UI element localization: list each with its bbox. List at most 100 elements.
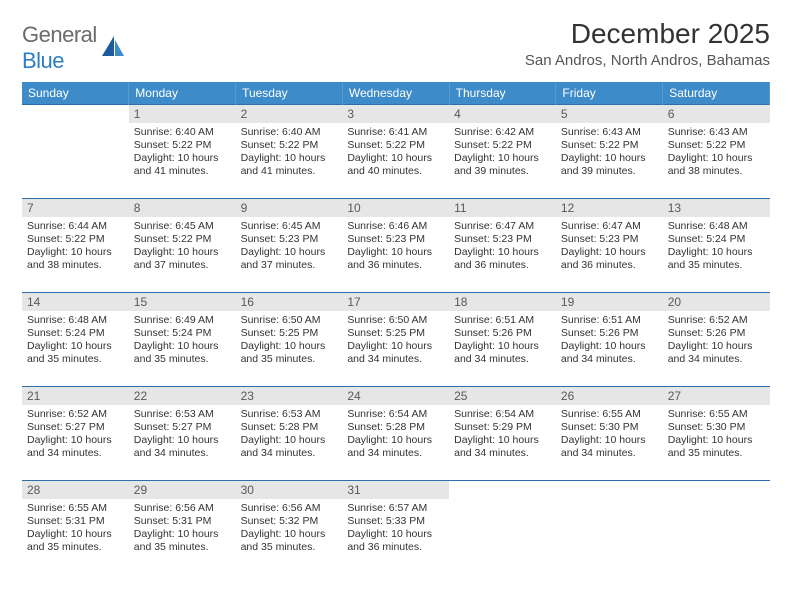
day-content: Sunrise: 6:49 AMSunset: 5:24 PMDaylight:… bbox=[129, 311, 236, 371]
day-number: 13 bbox=[663, 199, 770, 217]
logo-sail-icon bbox=[100, 34, 126, 63]
calendar-cell: 1Sunrise: 6:40 AMSunset: 5:22 PMDaylight… bbox=[129, 105, 236, 199]
day-number: 29 bbox=[129, 481, 236, 499]
calendar-cell: 12Sunrise: 6:47 AMSunset: 5:23 PMDayligh… bbox=[556, 199, 663, 293]
day-number: 25 bbox=[449, 387, 556, 405]
day-content: Sunrise: 6:50 AMSunset: 5:25 PMDaylight:… bbox=[342, 311, 449, 371]
day-content: Sunrise: 6:55 AMSunset: 5:31 PMDaylight:… bbox=[22, 499, 129, 559]
calendar-cell: 29Sunrise: 6:56 AMSunset: 5:31 PMDayligh… bbox=[129, 481, 236, 575]
day-number: 15 bbox=[129, 293, 236, 311]
day-content: Sunrise: 6:52 AMSunset: 5:26 PMDaylight:… bbox=[663, 311, 770, 371]
daylight-line: Daylight: 10 hours and 35 minutes. bbox=[134, 528, 231, 554]
location: San Andros, North Andros, Bahamas bbox=[525, 52, 770, 69]
sunrise-line: Sunrise: 6:47 AM bbox=[561, 220, 658, 233]
day-number: 5 bbox=[556, 105, 663, 123]
daylight-line: Daylight: 10 hours and 34 minutes. bbox=[454, 434, 551, 460]
daylight-line: Daylight: 10 hours and 34 minutes. bbox=[561, 434, 658, 460]
sunrise-line: Sunrise: 6:52 AM bbox=[668, 314, 765, 327]
calendar-cell: 28Sunrise: 6:55 AMSunset: 5:31 PMDayligh… bbox=[22, 481, 129, 575]
day-content: Sunrise: 6:43 AMSunset: 5:22 PMDaylight:… bbox=[556, 123, 663, 183]
day-number: 10 bbox=[342, 199, 449, 217]
day-content: Sunrise: 6:52 AMSunset: 5:27 PMDaylight:… bbox=[22, 405, 129, 465]
day-number: 30 bbox=[236, 481, 343, 499]
sunset-line: Sunset: 5:26 PM bbox=[561, 327, 658, 340]
sunset-line: Sunset: 5:26 PM bbox=[668, 327, 765, 340]
calendar-cell: 11Sunrise: 6:47 AMSunset: 5:23 PMDayligh… bbox=[449, 199, 556, 293]
calendar-cell: 24Sunrise: 6:54 AMSunset: 5:28 PMDayligh… bbox=[342, 387, 449, 481]
column-header: Sunday bbox=[22, 82, 129, 105]
sunset-line: Sunset: 5:24 PM bbox=[27, 327, 124, 340]
calendar-cell: 20Sunrise: 6:52 AMSunset: 5:26 PMDayligh… bbox=[663, 293, 770, 387]
day-number: 31 bbox=[342, 481, 449, 499]
calendar-cell: . bbox=[556, 481, 663, 575]
day-content: Sunrise: 6:45 AMSunset: 5:22 PMDaylight:… bbox=[129, 217, 236, 277]
daylight-line: Daylight: 10 hours and 38 minutes. bbox=[27, 246, 124, 272]
sunrise-line: Sunrise: 6:54 AM bbox=[347, 408, 444, 421]
day-number: 21 bbox=[22, 387, 129, 405]
day-content: Sunrise: 6:51 AMSunset: 5:26 PMDaylight:… bbox=[449, 311, 556, 371]
logo-text: General Blue bbox=[22, 22, 97, 74]
column-header: Monday bbox=[129, 82, 236, 105]
calendar-table: SundayMondayTuesdayWednesdayThursdayFrid… bbox=[22, 82, 770, 575]
calendar-cell: 22Sunrise: 6:53 AMSunset: 5:27 PMDayligh… bbox=[129, 387, 236, 481]
daylight-line: Daylight: 10 hours and 35 minutes. bbox=[668, 246, 765, 272]
calendar-cell: 19Sunrise: 6:51 AMSunset: 5:26 PMDayligh… bbox=[556, 293, 663, 387]
day-number: 1 bbox=[129, 105, 236, 123]
column-header: Saturday bbox=[663, 82, 770, 105]
daylight-line: Daylight: 10 hours and 37 minutes. bbox=[241, 246, 338, 272]
sunrise-line: Sunrise: 6:51 AM bbox=[561, 314, 658, 327]
daylight-line: Daylight: 10 hours and 35 minutes. bbox=[241, 528, 338, 554]
calendar-cell: 26Sunrise: 6:55 AMSunset: 5:30 PMDayligh… bbox=[556, 387, 663, 481]
sunset-line: Sunset: 5:31 PM bbox=[134, 515, 231, 528]
calendar-cell: 21Sunrise: 6:52 AMSunset: 5:27 PMDayligh… bbox=[22, 387, 129, 481]
day-content: Sunrise: 6:48 AMSunset: 5:24 PMDaylight:… bbox=[22, 311, 129, 371]
sunset-line: Sunset: 5:22 PM bbox=[454, 139, 551, 152]
sunrise-line: Sunrise: 6:40 AM bbox=[241, 126, 338, 139]
sunrise-line: Sunrise: 6:55 AM bbox=[27, 502, 124, 515]
sunset-line: Sunset: 5:22 PM bbox=[134, 233, 231, 246]
daylight-line: Daylight: 10 hours and 41 minutes. bbox=[241, 152, 338, 178]
calendar-cell: 31Sunrise: 6:57 AMSunset: 5:33 PMDayligh… bbox=[342, 481, 449, 575]
column-header: Thursday bbox=[449, 82, 556, 105]
sunset-line: Sunset: 5:33 PM bbox=[347, 515, 444, 528]
day-number: 6 bbox=[663, 105, 770, 123]
sunset-line: Sunset: 5:27 PM bbox=[27, 421, 124, 434]
day-number: 12 bbox=[556, 199, 663, 217]
sunset-line: Sunset: 5:28 PM bbox=[241, 421, 338, 434]
day-content: Sunrise: 6:55 AMSunset: 5:30 PMDaylight:… bbox=[663, 405, 770, 465]
sunset-line: Sunset: 5:22 PM bbox=[668, 139, 765, 152]
calendar-row: .1Sunrise: 6:40 AMSunset: 5:22 PMDayligh… bbox=[22, 105, 770, 199]
day-content: Sunrise: 6:47 AMSunset: 5:23 PMDaylight:… bbox=[556, 217, 663, 277]
day-content: Sunrise: 6:54 AMSunset: 5:28 PMDaylight:… bbox=[342, 405, 449, 465]
sunrise-line: Sunrise: 6:50 AM bbox=[347, 314, 444, 327]
daylight-line: Daylight: 10 hours and 36 minutes. bbox=[561, 246, 658, 272]
day-content: Sunrise: 6:46 AMSunset: 5:23 PMDaylight:… bbox=[342, 217, 449, 277]
sunset-line: Sunset: 5:23 PM bbox=[454, 233, 551, 246]
daylight-line: Daylight: 10 hours and 40 minutes. bbox=[347, 152, 444, 178]
sunrise-line: Sunrise: 6:57 AM bbox=[347, 502, 444, 515]
day-number: 2 bbox=[236, 105, 343, 123]
day-number: 7 bbox=[22, 199, 129, 217]
day-number: 16 bbox=[236, 293, 343, 311]
day-number: 9 bbox=[236, 199, 343, 217]
sunset-line: Sunset: 5:24 PM bbox=[668, 233, 765, 246]
sunset-line: Sunset: 5:25 PM bbox=[241, 327, 338, 340]
sunrise-line: Sunrise: 6:41 AM bbox=[347, 126, 444, 139]
sunrise-line: Sunrise: 6:42 AM bbox=[454, 126, 551, 139]
sunrise-line: Sunrise: 6:46 AM bbox=[347, 220, 444, 233]
calendar-cell: 10Sunrise: 6:46 AMSunset: 5:23 PMDayligh… bbox=[342, 199, 449, 293]
day-content: Sunrise: 6:40 AMSunset: 5:22 PMDaylight:… bbox=[236, 123, 343, 183]
day-content: Sunrise: 6:55 AMSunset: 5:30 PMDaylight:… bbox=[556, 405, 663, 465]
sunset-line: Sunset: 5:22 PM bbox=[561, 139, 658, 152]
calendar-cell: 2Sunrise: 6:40 AMSunset: 5:22 PMDaylight… bbox=[236, 105, 343, 199]
calendar-row: 21Sunrise: 6:52 AMSunset: 5:27 PMDayligh… bbox=[22, 387, 770, 481]
day-content: Sunrise: 6:47 AMSunset: 5:23 PMDaylight:… bbox=[449, 217, 556, 277]
daylight-line: Daylight: 10 hours and 35 minutes. bbox=[27, 528, 124, 554]
sunset-line: Sunset: 5:24 PM bbox=[134, 327, 231, 340]
sunrise-line: Sunrise: 6:47 AM bbox=[454, 220, 551, 233]
daylight-line: Daylight: 10 hours and 34 minutes. bbox=[561, 340, 658, 366]
daylight-line: Daylight: 10 hours and 39 minutes. bbox=[454, 152, 551, 178]
day-content: Sunrise: 6:54 AMSunset: 5:29 PMDaylight:… bbox=[449, 405, 556, 465]
day-number: 11 bbox=[449, 199, 556, 217]
month-title: December 2025 bbox=[525, 18, 770, 50]
